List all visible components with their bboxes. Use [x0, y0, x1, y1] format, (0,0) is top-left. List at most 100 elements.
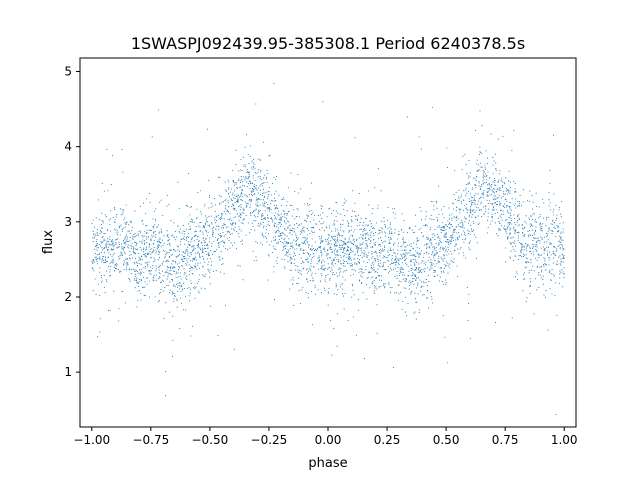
data-point [182, 251, 184, 254]
data-point [178, 230, 180, 232]
data-point [124, 302, 126, 304]
data-point [97, 199, 99, 201]
data-point [311, 209, 313, 212]
data-point [388, 282, 390, 284]
data-point [401, 213, 403, 215]
data-point [516, 232, 518, 234]
data-point [497, 196, 499, 199]
data-point [92, 233, 95, 235]
data-point [503, 213, 505, 215]
data-point [273, 197, 275, 200]
data-point [350, 219, 352, 221]
data-point [221, 214, 223, 216]
data-point [456, 232, 458, 234]
data-point [162, 264, 164, 266]
data-point [361, 252, 363, 254]
data-point [152, 264, 154, 267]
data-point [434, 271, 436, 273]
data-point [113, 290, 115, 292]
data-point [274, 238, 276, 240]
data-point [310, 262, 312, 264]
data-point [514, 182, 516, 185]
data-point [538, 206, 540, 208]
data-point [377, 268, 379, 270]
data-point [302, 268, 304, 270]
data-point [120, 208, 122, 210]
data-point [147, 252, 149, 254]
data-point [322, 212, 324, 214]
data-point [257, 201, 259, 203]
data-point [129, 250, 131, 252]
data-point [559, 248, 561, 250]
data-point [103, 190, 105, 192]
data-point [550, 254, 552, 256]
data-point [442, 247, 444, 249]
data-point [163, 261, 165, 263]
data-point [495, 184, 497, 186]
data-point [186, 259, 188, 261]
data-point [354, 137, 356, 139]
data-point [306, 228, 308, 230]
data-point [415, 318, 417, 320]
data-point [296, 237, 298, 239]
data-point [495, 190, 497, 193]
data-point [318, 260, 320, 262]
data-point [433, 205, 435, 207]
data-point [362, 225, 364, 227]
data-point [536, 205, 538, 207]
data-point [549, 288, 551, 290]
data-point [490, 202, 492, 205]
data-point [241, 212, 243, 214]
data-point [142, 236, 144, 238]
data-point [177, 181, 179, 183]
data-point [287, 249, 289, 251]
data-point [336, 251, 338, 253]
data-point [119, 255, 121, 257]
data-point [229, 213, 231, 215]
data-point [160, 288, 162, 290]
data-point [401, 256, 403, 258]
data-point [205, 230, 207, 232]
data-point [222, 241, 225, 243]
data-point [130, 245, 132, 247]
data-point [434, 247, 436, 249]
data-point [470, 196, 472, 198]
data-point [290, 256, 292, 258]
data-point [281, 219, 283, 221]
data-point [276, 226, 278, 228]
data-point [471, 197, 473, 199]
data-point [418, 253, 420, 255]
data-point [522, 189, 524, 191]
data-point [91, 267, 93, 269]
data-point [340, 263, 342, 265]
data-point [431, 233, 433, 235]
data-point [187, 261, 189, 263]
data-point [151, 136, 153, 138]
data-point [505, 206, 508, 208]
data-point [370, 277, 372, 279]
data-point [259, 159, 261, 161]
data-point [336, 239, 338, 241]
data-point [151, 248, 153, 250]
data-point [243, 209, 245, 212]
data-point [476, 169, 479, 171]
data-point [313, 247, 315, 250]
data-point [540, 277, 542, 279]
data-point [480, 216, 483, 218]
data-point [433, 263, 435, 265]
data-point [189, 288, 192, 290]
data-point [450, 235, 452, 237]
data-point [298, 192, 300, 194]
data-point [509, 237, 511, 239]
data-point [431, 264, 433, 267]
data-point [365, 237, 367, 239]
data-point [333, 222, 335, 224]
data-point [438, 243, 440, 246]
data-point [422, 235, 424, 237]
data-point [270, 202, 272, 205]
data-point [430, 241, 432, 244]
data-point [264, 174, 266, 176]
data-point [481, 184, 483, 186]
data-point [330, 319, 332, 321]
data-point [394, 292, 396, 294]
